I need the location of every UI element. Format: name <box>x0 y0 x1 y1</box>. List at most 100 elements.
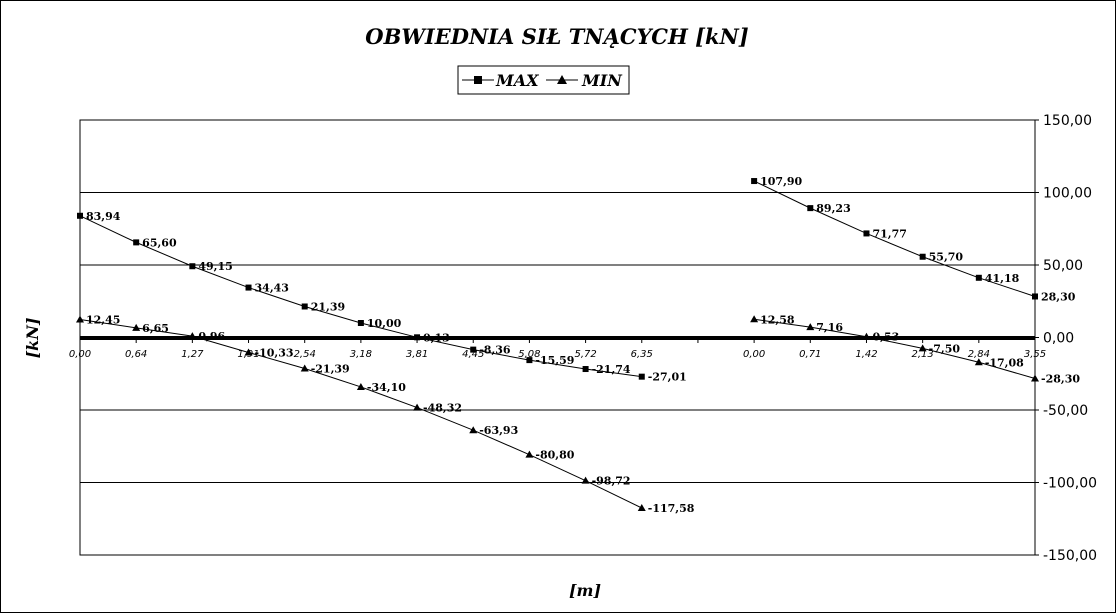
max-data-label: 28,30 <box>1041 290 1076 303</box>
max-data-label: 107,90 <box>760 175 802 188</box>
min-point <box>750 315 759 323</box>
x-tick-label: 3,55 <box>1024 349 1046 360</box>
max-point <box>975 274 982 281</box>
max-data-label: 71,77 <box>872 227 906 240</box>
max-point <box>919 253 926 260</box>
min-point <box>244 348 253 356</box>
max-data-label: -8,36 <box>479 344 511 357</box>
min-point <box>581 476 590 484</box>
min-point <box>132 323 141 331</box>
max-point <box>77 212 83 219</box>
max-data-label: 65,60 <box>142 236 177 249</box>
max-point <box>357 320 364 326</box>
min-data-label: -98,72 <box>592 475 631 488</box>
min-point <box>918 344 927 352</box>
y-tick-label: 150,00 <box>1043 113 1092 129</box>
max-data-label: 89,23 <box>816 202 850 215</box>
min-data-label: -28,30 <box>1041 373 1080 386</box>
min-point <box>300 364 309 372</box>
x-tick-label: 5,08 <box>518 349 540 360</box>
x-tick-label: 6,35 <box>631 349 653 360</box>
y-tick-label: -50,00 <box>1043 403 1088 419</box>
min-point <box>974 358 983 366</box>
min-point <box>469 426 478 434</box>
max-point <box>301 303 308 310</box>
y-tick-label: 0,00 <box>1043 331 1074 347</box>
max-point <box>807 205 814 212</box>
x-tick-label: 2,13 <box>912 349 934 360</box>
max-data-label: -27,01 <box>648 371 687 384</box>
max-data-label: -21,74 <box>592 363 631 376</box>
max-data-label: 0,13 <box>423 331 450 344</box>
max-point <box>1032 293 1038 300</box>
legend-max-label: MAX <box>495 71 539 90</box>
max-point <box>638 373 645 380</box>
min-data-label: -10,33 <box>255 346 294 359</box>
y-tick-label: -100,00 <box>1043 476 1097 492</box>
min-data-label: -34,10 <box>367 381 406 394</box>
min-data-label: -80,80 <box>535 449 574 462</box>
x-tick-label: 5,72 <box>574 349 596 360</box>
legend-max-marker <box>474 76 482 84</box>
max-point <box>414 334 421 341</box>
max-data-label: 10,00 <box>367 317 402 330</box>
max-point <box>189 263 196 270</box>
max-data-label: 21,39 <box>311 300 345 313</box>
min-data-label: -21,39 <box>311 363 350 376</box>
series-line-max <box>753 180 1036 297</box>
max-data-label: 41,18 <box>985 272 1020 285</box>
series-line-min <box>754 318 1036 380</box>
min-data-label: -17,08 <box>985 356 1024 369</box>
data-labels: 83,94 65,60 49,15 34,43 21,39 10,00 0,13 -8,36 -… <box>86 175 1080 515</box>
x-tick-label: 0,00 <box>69 349 91 360</box>
x-tick-label: 3,81 <box>406 349 428 360</box>
max-point <box>133 239 140 246</box>
x-tick-label: 0,71 <box>799 349 821 360</box>
min-data-label: -63,93 <box>479 424 518 437</box>
min-point <box>413 403 422 411</box>
max-point <box>470 346 477 353</box>
max-point <box>526 357 533 364</box>
x-axis-title: [m] <box>569 581 601 600</box>
max-point <box>751 178 758 185</box>
max-point <box>245 284 252 291</box>
y-tick-label: 50,00 <box>1043 258 1083 274</box>
y-tick-label: -150,00 <box>1043 548 1097 564</box>
max-point <box>582 366 589 373</box>
legend-min-marker <box>557 75 567 84</box>
min-data-label: 7,16 <box>816 321 843 334</box>
min-data-label: -7,50 <box>929 342 961 355</box>
series-line-min <box>79 318 642 509</box>
min-data-label: 0,53 <box>872 331 899 344</box>
max-data-label: 55,70 <box>929 251 964 264</box>
x-tick-labels: 0,000,641,271,912,543,183,814,455,085,72… <box>69 338 1046 360</box>
x-tick-label: 4,45 <box>462 349 484 360</box>
max-data-label: 83,94 <box>86 210 121 223</box>
min-data-label: 6,65 <box>142 322 169 335</box>
x-tick-label: 1,42 <box>855 349 877 360</box>
x-tick-label: 2,54 <box>294 349 316 360</box>
series <box>76 178 1039 511</box>
chart-title: OBWIEDNIA SIŁ TNĄCYCH [kN] <box>365 24 748 49</box>
y-tick-labels: 150,00 100,00 50,00 0,00 -50,00 -100,00 -150,0… <box>1035 113 1097 564</box>
y-axis-title: [kN] <box>23 318 42 359</box>
min-point <box>862 332 871 340</box>
max-data-label: -15,59 <box>535 354 574 367</box>
min-data-label: 12,45 <box>86 313 120 326</box>
max-point <box>863 230 870 237</box>
max-data-label: 49,15 <box>198 260 232 273</box>
x-tick-label: 3,18 <box>350 349 372 360</box>
min-point <box>1031 374 1039 382</box>
x-tick-label: 2,84 <box>968 349 990 360</box>
legend: MAX MIN <box>457 65 630 95</box>
min-point <box>356 382 365 390</box>
x-tick-label: 0,00 <box>743 349 765 360</box>
x-tick-label: 0,64 <box>125 349 147 360</box>
min-data-label: -48,32 <box>423 402 462 415</box>
gridlines <box>80 192 1035 483</box>
min-data-label: 0,96 <box>198 330 225 343</box>
min-data-label: 12,58 <box>760 313 795 326</box>
legend-min-label: MIN <box>581 71 623 90</box>
